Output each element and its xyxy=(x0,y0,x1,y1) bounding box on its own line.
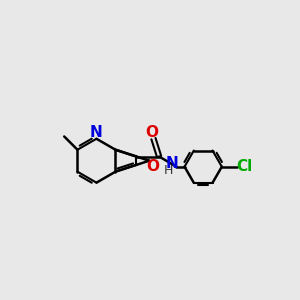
Text: O: O xyxy=(146,125,159,140)
Text: O: O xyxy=(146,159,159,174)
Text: N: N xyxy=(166,156,179,171)
Text: H: H xyxy=(164,164,174,177)
Text: Cl: Cl xyxy=(236,159,253,174)
Text: N: N xyxy=(90,125,103,140)
